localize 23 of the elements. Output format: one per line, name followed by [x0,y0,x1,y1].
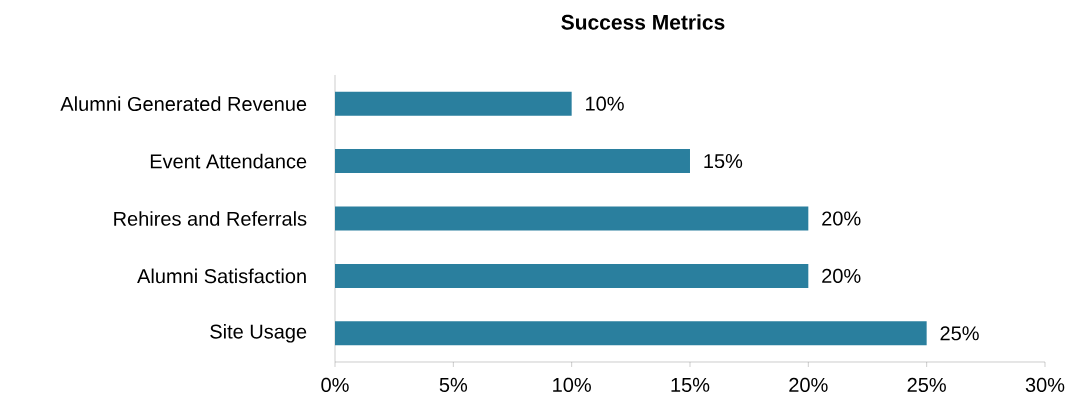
data-label: 20% [822,268,861,283]
x-tick-label: 10% [553,377,591,392]
x-tick-label: 25% [907,377,946,392]
chart-title: Success Metrics [561,14,725,30]
bar [335,263,809,288]
data-label: 25% [940,326,979,341]
bar [335,91,572,116]
x-tick-label: 15% [671,377,710,392]
data-label: 10% [586,96,624,111]
y-tick-label: Rehires and Referrals [114,211,307,226]
x-tick-label: 30% [1025,377,1065,392]
x-tick-label: 0% [321,377,349,392]
y-tick-label: Alumni Generated Revenue [60,96,307,112]
x-tick-label: 5% [439,377,468,392]
bar [335,149,690,174]
bar [335,321,927,346]
x-tick-label: 20% [789,377,828,392]
y-tick-label: Alumni Satisfaction [137,268,306,284]
y-tick-label: Site Usage [210,323,307,343]
data-label: 20% [822,211,861,226]
bar [335,206,809,231]
y-tick-label: Event Attendance [150,153,307,169]
data-label: 15% [704,154,743,169]
